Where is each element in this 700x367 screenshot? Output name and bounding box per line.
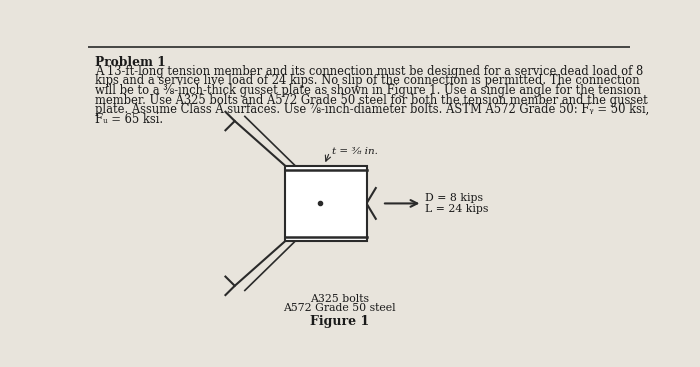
Text: L = 24 kips: L = 24 kips bbox=[426, 204, 489, 214]
Bar bbox=[285, 166, 367, 241]
Text: t = ⅜ in.: t = ⅜ in. bbox=[332, 147, 378, 156]
Text: A572 Grade 50 steel: A572 Grade 50 steel bbox=[284, 303, 396, 313]
Text: A325 bolts: A325 bolts bbox=[310, 294, 370, 304]
Text: plate. Assume Class A surfaces. Use ⅞-inch-diameter bolts. ASTM A572 Grade 50: F: plate. Assume Class A surfaces. Use ⅞-in… bbox=[95, 103, 650, 116]
Text: member. Use A325 bolts and A572 Grade 50 steel for both the tension member and t: member. Use A325 bolts and A572 Grade 50… bbox=[95, 94, 648, 107]
Text: D = 8 kips: D = 8 kips bbox=[426, 193, 484, 203]
Text: Problem 1: Problem 1 bbox=[95, 57, 166, 69]
Text: A 13-ft-long tension member and its connection must be designed for a service de: A 13-ft-long tension member and its conn… bbox=[95, 65, 643, 78]
Text: kips and a service live load of 24 kips. No slip of the connection is permitted.: kips and a service live load of 24 kips.… bbox=[95, 75, 640, 87]
Text: Fᵤ = 65 ksi.: Fᵤ = 65 ksi. bbox=[95, 113, 163, 126]
Text: Figure 1: Figure 1 bbox=[310, 315, 370, 328]
Text: will be to a ⅜-inch-thick gusset plate as shown in Figure 1. Use a single angle : will be to a ⅜-inch-thick gusset plate a… bbox=[95, 84, 641, 97]
